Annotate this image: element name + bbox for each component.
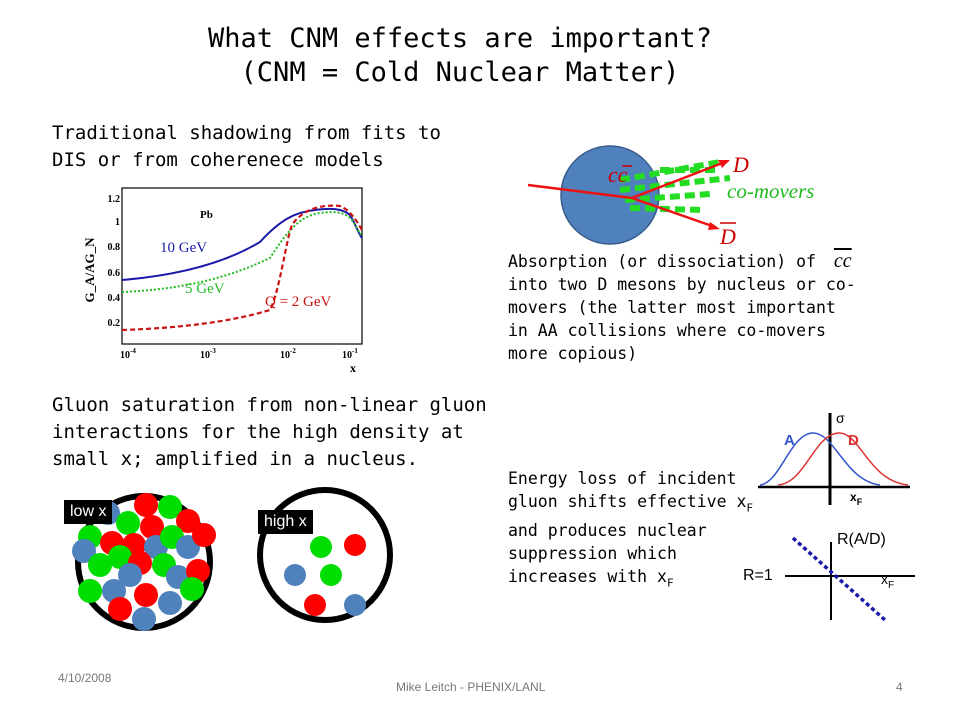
- shadowing-plot-ylabel: G_A/AG_N: [82, 237, 97, 303]
- curve-2-gev: [121, 204, 363, 332]
- curve-d: [777, 432, 909, 486]
- label-5-gev: 5 GeV: [185, 281, 225, 297]
- d-dist-label: D: [848, 432, 859, 449]
- shadowing-plot: G_A/AG_N 1.2 1 0.8 0.6 0.4 0.2 10-4 10-3…: [82, 187, 363, 375]
- energy-loss-line-4: suppression which: [508, 544, 677, 564]
- shadowing-plot-frame: [121, 187, 363, 345]
- energy-loss-text: Energy loss of incident gluon shifts eff…: [508, 467, 753, 595]
- absorption-line-4: in AA collisions where co-movers: [508, 321, 826, 340]
- sigma-label: σ: [836, 410, 845, 426]
- ytick-0.4: 0.4: [108, 293, 121, 304]
- ratio-xlabel: xF: [881, 571, 894, 591]
- xtick-1e-3: 10-3: [200, 347, 216, 361]
- absorption-diagram: cc D co-movers D: [527, 145, 814, 249]
- xf-distribution-plot: σ A D xF: [758, 410, 910, 507]
- d-arrow-head: [718, 160, 730, 168]
- energy-loss-line-1: Energy loss of incident: [508, 469, 737, 488]
- cc-inline: cc: [833, 250, 852, 272]
- slide-title: What CNM effects are important? (CNM = C…: [0, 22, 920, 90]
- absorption-text: Absorption (or dissociation) of cc into …: [508, 250, 888, 365]
- saturation-text: Gluon saturation from non-linear gluon i…: [52, 392, 487, 473]
- d-arrow: [631, 160, 726, 200]
- low-x-label: low x: [64, 500, 113, 524]
- ratio-ylabel: R(A/D): [837, 531, 886, 548]
- comover-dashes: [619, 159, 731, 213]
- absorption-line-1-text: Absorption (or dissociation) of: [508, 252, 816, 271]
- d-label: D: [732, 152, 749, 177]
- shadowing-plot-xlabel: x: [350, 361, 356, 375]
- shadowing-line-1: Traditional shadowing from fits to: [52, 122, 441, 144]
- a-label: A: [784, 432, 795, 449]
- footer-date: 4/10/2008: [58, 671, 112, 685]
- ytick-0.8: 0.8: [108, 242, 121, 253]
- absorption-line-2: into two D mesons by nucleus or co-: [508, 275, 856, 294]
- comovers-label: co-movers: [727, 179, 814, 203]
- ytick-0.6: 0.6: [108, 268, 121, 279]
- ytick-1.2: 1.2: [108, 194, 121, 205]
- title-line-2: (CNM = Cold Nuclear Matter): [240, 57, 680, 88]
- xf-dist-xlabel: xF: [850, 490, 863, 507]
- footer-author: Mike Leitch - PHENIX/LANL: [396, 680, 546, 694]
- ratio-plot: R(A/D) R=1 xF: [743, 531, 915, 622]
- saturation-line-1: Gluon saturation from non-linear gluon: [52, 394, 487, 416]
- shadowing-plot-nucleus: Pb: [200, 209, 213, 221]
- xtick-1e-4: 10-4: [120, 347, 136, 361]
- label-2-gev: Q = 2 GeV: [265, 294, 332, 310]
- saturation-line-3: small x; amplified in a nucleus.: [52, 448, 419, 470]
- absorption-line-1: Absorption (or dissociation) of cc: [508, 250, 888, 273]
- xtick-1e-1: 10-1: [342, 347, 358, 361]
- label-10-gev: 10 GeV: [160, 240, 207, 256]
- saturation-line-2: interactions for the high density at: [52, 421, 464, 443]
- high-x-nucleus: [257, 487, 393, 623]
- shadowing-ytick-labels: 1.2 1 0.8 0.6 0.4 0.2: [108, 194, 121, 329]
- xtick-1e-2: 10-2: [280, 347, 296, 361]
- absorption-line-3: movers (the latter most important: [508, 298, 836, 317]
- absorption-line-5: more copious): [508, 344, 638, 363]
- dbar-arrow-head: [708, 222, 720, 230]
- shadowing-line-2: DIS or from coherenece models: [52, 149, 384, 171]
- high-x-gluons: [284, 534, 366, 616]
- ratio-r1-label: R=1: [743, 567, 773, 584]
- curve-a: [759, 432, 881, 486]
- energy-loss-line-2: gluon shifts effective xF: [508, 492, 754, 515]
- high-x-label: high x: [258, 510, 313, 534]
- dbar-arrow: [631, 196, 716, 229]
- energy-loss-line-3: and produces nuclear: [508, 521, 707, 541]
- ytick-0.2: 0.2: [108, 318, 121, 329]
- footer-page-number: 4: [896, 680, 903, 694]
- curve-5-gev: [121, 211, 363, 293]
- title-line-1: What CNM effects are important?: [208, 23, 712, 54]
- energy-loss-line-5: increases with xF: [508, 567, 674, 590]
- incoming-arrow: [527, 183, 633, 200]
- ytick-1: 1: [115, 217, 120, 228]
- low-x-gluons: [72, 493, 216, 631]
- cc-label: cc: [608, 162, 628, 187]
- shadowing-xtick-labels: 10-4 10-3 10-2 10-1: [120, 347, 358, 361]
- low-x-nucleus: [72, 493, 216, 631]
- curve-10-gev: [121, 207, 363, 281]
- dbar-label: D: [719, 224, 736, 249]
- shadowing-text: Traditional shadowing from fits to DIS o…: [52, 120, 441, 174]
- ratio-trend-line: [791, 536, 887, 622]
